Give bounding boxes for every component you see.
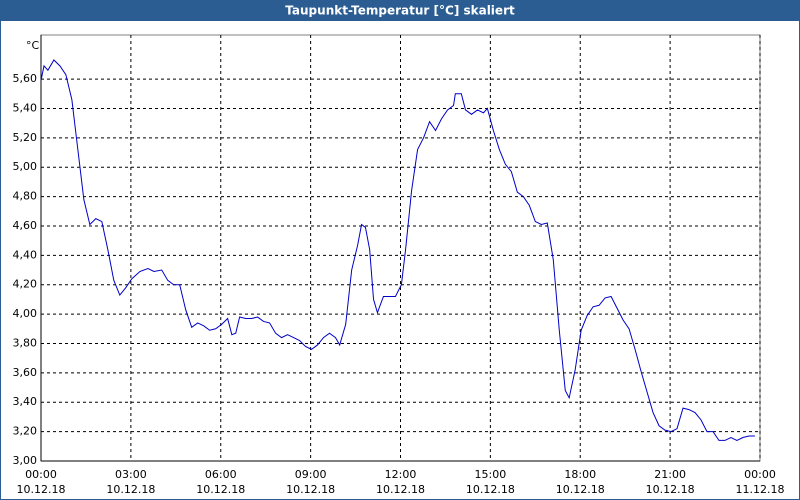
x-tick-date: 10.12.18 bbox=[196, 483, 245, 496]
x-tick-label: 00:00 bbox=[744, 468, 776, 481]
data-line bbox=[40, 59, 755, 441]
x-tick-label: 15:00 bbox=[475, 468, 507, 481]
title-bar bbox=[0, 0, 800, 21]
y-tick-label: 4,60 bbox=[13, 219, 38, 232]
y-tick-label: 5,20 bbox=[13, 131, 38, 144]
x-tick-date: 10.12.18 bbox=[376, 483, 425, 496]
y-tick-label: 4,80 bbox=[13, 190, 38, 203]
y-tick-label: 3,40 bbox=[13, 395, 38, 408]
x-tick-label: 18:00 bbox=[564, 468, 596, 481]
y-tick-label: 3,60 bbox=[13, 366, 38, 379]
window-title: Taupunkt-Temperatur [°C] skaliert bbox=[285, 4, 515, 18]
x-tick-date: 10.12.18 bbox=[106, 483, 155, 496]
x-tick-label: 12:00 bbox=[385, 468, 417, 481]
x-tick-label: 09:00 bbox=[295, 468, 327, 481]
y-tick-label: 4,20 bbox=[13, 278, 38, 291]
x-tick-label: 21:00 bbox=[654, 468, 686, 481]
x-tick-label: 03:00 bbox=[115, 468, 147, 481]
x-tick-date: 11.12.18 bbox=[736, 483, 785, 496]
y-unit: °C bbox=[26, 39, 40, 52]
x-tick-date: 10.12.18 bbox=[286, 483, 335, 496]
y-tick-label: 3,20 bbox=[13, 425, 38, 438]
y-tick-label: 3,00 bbox=[13, 454, 38, 467]
x-tick-date: 10.12.18 bbox=[466, 483, 515, 496]
y-tick-label: 5,40 bbox=[13, 101, 38, 114]
x-tick-date: 10.12.18 bbox=[556, 483, 605, 496]
y-tick-label: 4,00 bbox=[13, 307, 38, 320]
y-tick-label: 5,00 bbox=[13, 160, 38, 173]
y-tick-label: 4,40 bbox=[13, 248, 38, 261]
x-tick-date: 10.12.18 bbox=[646, 483, 695, 496]
y-tick-label: 5,60 bbox=[13, 72, 38, 85]
x-tick-label: 06:00 bbox=[205, 468, 237, 481]
x-tick-date: 10.12.18 bbox=[17, 483, 66, 496]
x-tick-label: 00:00 bbox=[25, 468, 57, 481]
y-tick-label: 3,80 bbox=[13, 336, 38, 349]
